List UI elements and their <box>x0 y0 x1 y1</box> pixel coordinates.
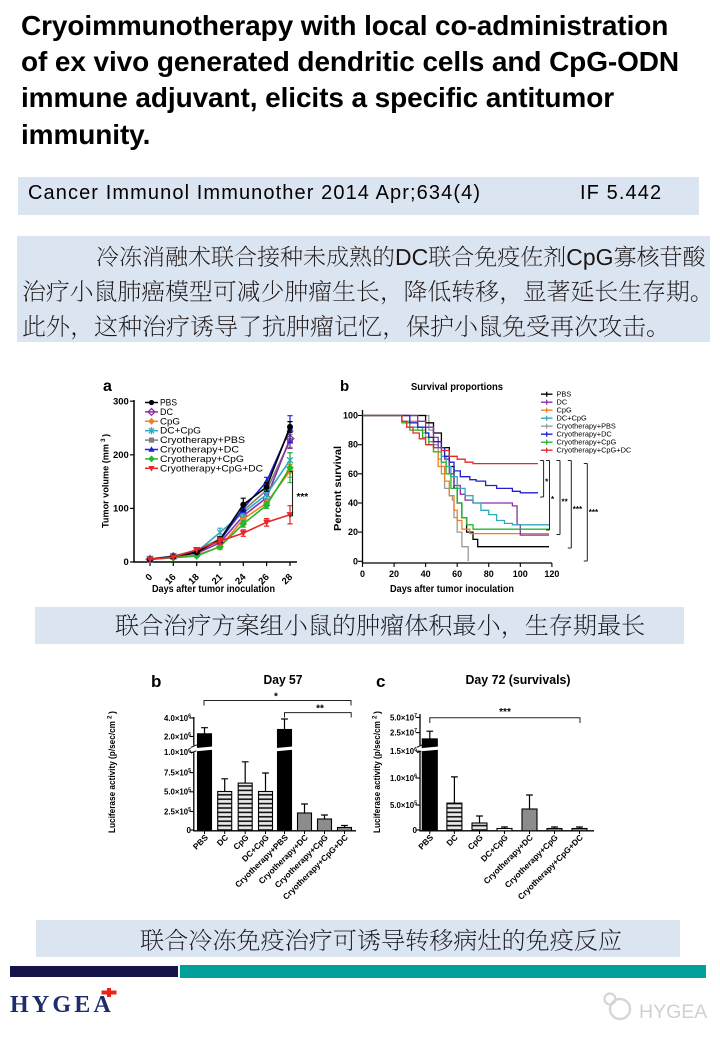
svg-text:Cryotherapy+DC: Cryotherapy+DC <box>160 445 239 455</box>
svg-text:2.0×106: 2.0×106 <box>164 732 191 741</box>
svg-text:60: 60 <box>452 569 462 579</box>
svg-text:DC+CpG: DC+CpG <box>557 414 587 423</box>
svg-text:CpG: CpG <box>465 832 484 851</box>
svg-text:80: 80 <box>484 569 494 579</box>
svg-text:0: 0 <box>124 557 129 568</box>
svg-text:DC: DC <box>444 832 460 848</box>
svg-text:***: *** <box>573 505 583 514</box>
svg-text:120: 120 <box>544 569 559 579</box>
svg-text:200: 200 <box>113 450 129 461</box>
svg-text:2: 2 <box>107 715 114 719</box>
svg-text:): ) <box>101 434 112 437</box>
svg-text:Cryotherapy+CpG: Cryotherapy+CpG <box>557 438 617 447</box>
svg-text:DC: DC <box>557 398 568 407</box>
svg-text:Luciferase activity (p/sec/cm: Luciferase activity (p/sec/cm <box>107 721 117 833</box>
svg-text:b: b <box>340 378 349 395</box>
svg-text:CpG: CpG <box>160 416 180 426</box>
svg-text:Tumor volume (mm: Tumor volume (mm <box>101 444 112 528</box>
svg-text:0: 0 <box>413 826 418 835</box>
svg-text:5.0×105: 5.0×105 <box>164 787 191 796</box>
svg-text:80: 80 <box>348 440 358 450</box>
svg-text:20: 20 <box>348 527 358 537</box>
svg-text:300: 300 <box>113 396 129 407</box>
svg-text:Luciferase activity (p/sec/cm: Luciferase activity (p/sec/cm <box>372 721 382 833</box>
svg-text:0: 0 <box>187 826 192 835</box>
svg-text:Day 72 (survivals): Day 72 (survivals) <box>466 672 571 687</box>
svg-text:PBS: PBS <box>191 832 210 851</box>
svg-text:b: b <box>151 672 161 691</box>
svg-text:a: a <box>103 378 112 395</box>
svg-text:HYGEA: HYGEA <box>639 1001 707 1023</box>
svg-text:*: * <box>551 495 555 504</box>
svg-text:**: ** <box>316 704 324 715</box>
svg-text:3: 3 <box>100 438 107 442</box>
svg-text:DC+CpG: DC+CpG <box>160 426 201 436</box>
svg-text:DC: DC <box>160 407 173 417</box>
svg-text:): ) <box>107 711 117 714</box>
svg-text:CpG: CpG <box>557 406 572 415</box>
svg-text:4.0×106: 4.0×106 <box>164 714 191 723</box>
svg-text:Survival proportions: Survival proportions <box>411 381 503 393</box>
svg-text:2.5×107: 2.5×107 <box>390 728 417 737</box>
svg-text:7.5×105: 7.5×105 <box>164 768 191 777</box>
svg-text:Cryotherapy+CpG+DC: Cryotherapy+CpG+DC <box>557 446 632 455</box>
svg-text:5.0×105: 5.0×105 <box>390 801 417 810</box>
svg-text:Cryotherapy+DC: Cryotherapy+DC <box>557 430 613 439</box>
svg-text:Days after tumor inoculation: Days after tumor inoculation <box>390 584 514 595</box>
svg-text:Day 57: Day 57 <box>264 672 303 687</box>
svg-text:***: *** <box>297 492 309 503</box>
svg-text:0: 0 <box>360 569 365 579</box>
svg-text:0: 0 <box>144 572 156 584</box>
svg-text:60: 60 <box>348 469 358 479</box>
svg-text:1.0×106: 1.0×106 <box>390 774 417 783</box>
svg-text:PBS: PBS <box>557 390 572 399</box>
svg-text:***: *** <box>589 508 599 517</box>
svg-text:100: 100 <box>113 504 129 515</box>
svg-text:5.0×107: 5.0×107 <box>390 713 417 722</box>
svg-text:20: 20 <box>389 569 399 579</box>
svg-text:PBS: PBS <box>160 398 177 408</box>
svg-text:Cryotherapy+PBS: Cryotherapy+PBS <box>160 435 245 445</box>
svg-text:0: 0 <box>353 556 358 566</box>
svg-text:100: 100 <box>513 569 528 579</box>
svg-text:***: *** <box>499 707 511 718</box>
svg-text:2.5×105: 2.5×105 <box>164 807 191 816</box>
svg-text:Percent survival: Percent survival <box>333 446 344 531</box>
svg-text:c: c <box>376 672 385 691</box>
svg-text:**: ** <box>562 498 569 507</box>
svg-text:100: 100 <box>343 411 358 421</box>
svg-text:Cryotherapy+PBS: Cryotherapy+PBS <box>557 422 616 431</box>
svg-text:1.0×106: 1.0×106 <box>164 748 191 757</box>
svg-text:1.5×106: 1.5×106 <box>390 747 417 756</box>
svg-text:Days after tumor inoculation: Days after tumor inoculation <box>152 584 275 595</box>
svg-text:40: 40 <box>348 498 358 508</box>
svg-text:PBS: PBS <box>416 832 435 851</box>
svg-text:Cryotherapy+CpG: Cryotherapy+CpG <box>160 454 244 464</box>
svg-text:*: * <box>545 478 549 487</box>
svg-text:28: 28 <box>280 572 295 587</box>
svg-text:): ) <box>372 711 382 714</box>
svg-text:DC: DC <box>215 832 231 848</box>
svg-text:*: * <box>274 692 278 703</box>
svg-text:40: 40 <box>421 569 431 579</box>
svg-text:2: 2 <box>372 715 379 719</box>
svg-text:Cryotherapy+CpG+DC: Cryotherapy+CpG+DC <box>160 463 263 473</box>
